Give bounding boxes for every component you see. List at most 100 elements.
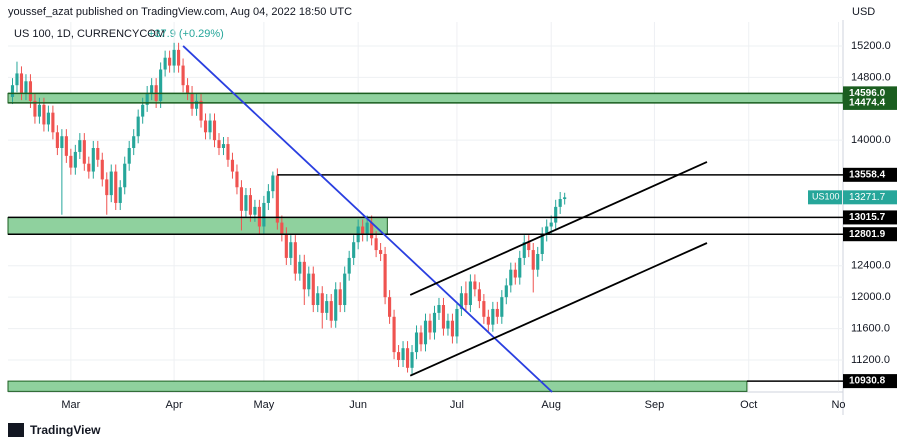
trend-line	[409, 242, 708, 377]
x-tick-label: Sep	[645, 399, 665, 411]
candle-body	[338, 289, 342, 306]
price-label-box	[843, 227, 897, 242]
candle-body	[486, 316, 490, 325]
candle-body	[91, 148, 95, 172]
candle-body	[194, 100, 199, 109]
candle-body	[145, 93, 149, 105]
candle-body	[450, 320, 455, 337]
candle-body	[100, 159, 104, 180]
candle-body	[513, 269, 517, 278]
candle-body	[284, 234, 288, 258]
candle-body	[347, 257, 351, 274]
candle-body	[307, 273, 311, 290]
y-tick-label: 14800.0	[851, 71, 891, 83]
candle-body	[10, 85, 15, 97]
candle-body	[253, 206, 257, 215]
price-label: 12801.9	[849, 229, 886, 240]
candle-body	[127, 148, 131, 164]
candle-body	[383, 253, 387, 298]
candle-body	[37, 104, 41, 117]
symbol-label: US100	[812, 192, 840, 202]
candle-body	[73, 151, 77, 168]
price-label-box	[843, 167, 897, 182]
candle-body	[114, 171, 118, 203]
candle-body	[464, 293, 468, 306]
candle-body	[24, 81, 28, 94]
candle-body	[55, 132, 59, 149]
candle-body	[82, 140, 86, 164]
y-tick-label: 11600.0	[851, 322, 890, 334]
candle-body	[262, 202, 266, 227]
zone	[7, 380, 748, 392]
candle-body	[248, 195, 252, 215]
candle-body	[316, 293, 320, 306]
last-price-label: 13271.7	[849, 192, 886, 203]
candle-body	[545, 226, 549, 235]
candle-body	[536, 253, 540, 270]
candle-body	[500, 297, 504, 317]
x-tick-label: May	[253, 399, 274, 411]
candle-body	[423, 320, 428, 345]
x-tick-label: Jun	[349, 399, 367, 411]
y-tick-label: 12000.0	[851, 291, 891, 303]
candle-body	[163, 57, 167, 70]
candle-body	[266, 191, 270, 203]
candle-body	[558, 199, 562, 207]
candle-body	[15, 73, 19, 86]
candle-body	[374, 238, 378, 251]
candle-body	[177, 49, 181, 66]
candle-body	[491, 308, 495, 325]
candle-body	[217, 140, 221, 149]
x-tick-label: Oct	[740, 399, 757, 411]
symbol-title: US 100, 1D, CURRENCYCOM	[14, 28, 165, 40]
candle-body	[239, 187, 244, 211]
candle-body	[518, 257, 522, 278]
symbol-label-box	[808, 190, 842, 205]
y-tick-label: 12400.0	[851, 260, 891, 272]
price-label: 13558.4	[849, 169, 886, 180]
price-label: 14474.4	[849, 98, 886, 109]
candle-body	[181, 65, 185, 86]
candle-body	[132, 136, 136, 149]
brand-logo	[8, 423, 24, 437]
candle-body	[150, 85, 154, 94]
candle-body	[459, 293, 463, 309]
candle-body	[468, 281, 472, 306]
candle-body	[554, 206, 558, 223]
candle-body	[19, 73, 24, 94]
candle-body	[320, 293, 324, 313]
candle-body	[159, 69, 163, 101]
candle-body	[302, 261, 306, 290]
candle-body	[343, 273, 347, 306]
candle-body	[212, 120, 217, 141]
candle-body	[199, 100, 203, 121]
candle-body	[334, 289, 338, 321]
price-label-box	[843, 210, 897, 225]
candle-body	[185, 85, 190, 94]
candle-body	[396, 352, 401, 360]
candle-body	[352, 242, 356, 258]
candle-body	[329, 301, 333, 321]
candle-body	[123, 163, 127, 188]
candle-body	[168, 57, 172, 66]
candle-body	[441, 305, 446, 329]
candle-body	[504, 285, 508, 298]
x-tick-label: Apr	[166, 399, 183, 411]
candle-body	[96, 148, 100, 160]
candle-body	[325, 301, 329, 313]
currency: USD	[852, 6, 875, 18]
candle-body	[540, 234, 544, 254]
x-tick-label: No	[831, 399, 845, 411]
candle-body	[105, 179, 109, 196]
candle-body	[172, 49, 176, 66]
candle-body	[311, 273, 315, 306]
candle-body	[118, 187, 122, 203]
candle-body	[446, 320, 450, 329]
candle-body	[226, 144, 230, 160]
candle-body	[221, 144, 226, 149]
candle-body	[361, 226, 365, 235]
candle-body	[51, 112, 55, 133]
last-price-box	[843, 190, 897, 205]
candle-body	[531, 250, 535, 270]
candle-body	[280, 222, 284, 235]
